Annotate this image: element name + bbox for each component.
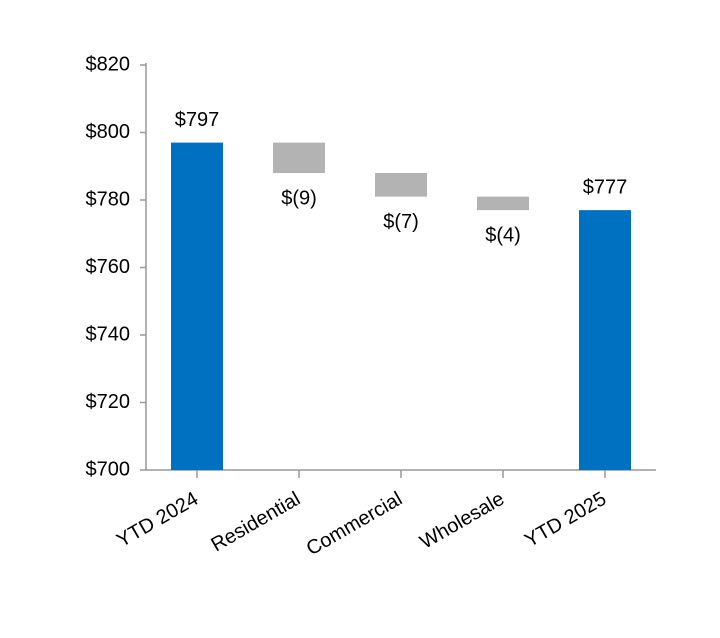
x-tick-label: YTD 2024 xyxy=(113,488,202,552)
value-label: $797 xyxy=(175,109,220,131)
x-tick-label: Residential xyxy=(207,488,304,557)
y-tick-label: $700 xyxy=(86,458,131,480)
bar xyxy=(579,210,631,470)
bar xyxy=(477,196,529,211)
x-tick-label: YTD 2025 xyxy=(521,488,610,552)
value-label: $777 xyxy=(583,176,628,198)
y-tick-label: $800 xyxy=(86,121,131,143)
value-label: $(4) xyxy=(485,224,521,246)
y-tick-label: $820 xyxy=(86,53,131,75)
value-label: $(9) xyxy=(281,187,317,209)
x-tick-label: Wholesale xyxy=(416,488,508,554)
bar xyxy=(273,142,325,173)
bar xyxy=(375,173,427,197)
value-label: $(7) xyxy=(383,211,419,233)
bar xyxy=(171,142,223,470)
y-tick-label: $760 xyxy=(86,256,131,278)
y-tick-label: $780 xyxy=(86,188,131,210)
y-tick-label: $740 xyxy=(86,323,131,345)
y-tick-label: $720 xyxy=(86,391,131,413)
x-tick-label: Commercial xyxy=(303,488,406,560)
